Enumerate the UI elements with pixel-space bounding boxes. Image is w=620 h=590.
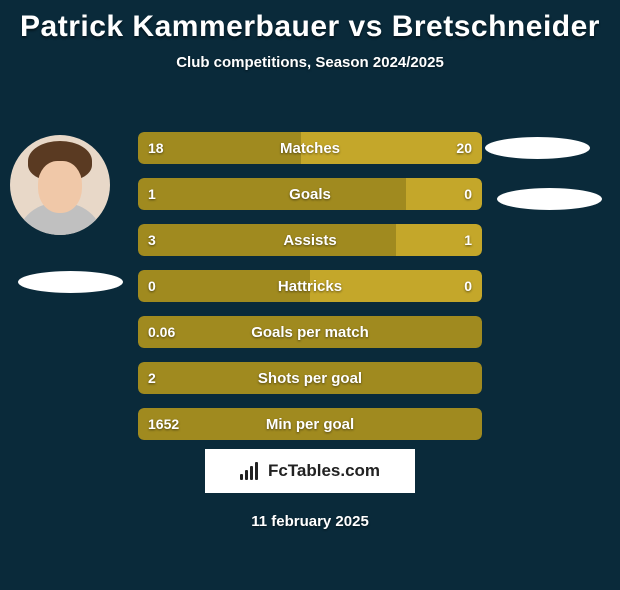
stat-value-right: 0 [464, 178, 472, 210]
stat-row: 3Assists1 [138, 224, 482, 256]
page-subtitle: Club competitions, Season 2024/2025 [0, 54, 620, 71]
shadow-ellipse-right-1 [485, 137, 590, 159]
player1-avatar [10, 135, 110, 235]
stat-row: 1Goals0 [138, 178, 482, 210]
generation-date: 11 february 2025 [0, 513, 620, 530]
shadow-ellipse-right-2 [497, 188, 602, 210]
stat-label: Goals [138, 178, 482, 210]
comparison-chart: 18Matches201Goals03Assists10Hattricks00.… [138, 132, 482, 454]
stat-label: Hattricks [138, 270, 482, 302]
stat-row: 1652Min per goal [138, 408, 482, 440]
stat-label: Assists [138, 224, 482, 256]
stat-label: Min per goal [138, 408, 482, 440]
shadow-ellipse-left [18, 271, 123, 293]
fctables-logo-icon [240, 460, 262, 482]
stat-value-right: 1 [464, 224, 472, 256]
stat-row: 18Matches20 [138, 132, 482, 164]
page-title: Patrick Kammerbauer vs Bretschneider [0, 10, 620, 44]
stat-label: Matches [138, 132, 482, 164]
stat-value-right: 0 [464, 270, 472, 302]
stat-row: 0Hattricks0 [138, 270, 482, 302]
stat-row: 2Shots per goal [138, 362, 482, 394]
branding-text: FcTables.com [268, 461, 380, 481]
branding-badge: FcTables.com [205, 449, 415, 493]
stat-label: Goals per match [138, 316, 482, 348]
stat-value-right: 20 [456, 132, 472, 164]
stat-label: Shots per goal [138, 362, 482, 394]
stat-row: 0.06Goals per match [138, 316, 482, 348]
